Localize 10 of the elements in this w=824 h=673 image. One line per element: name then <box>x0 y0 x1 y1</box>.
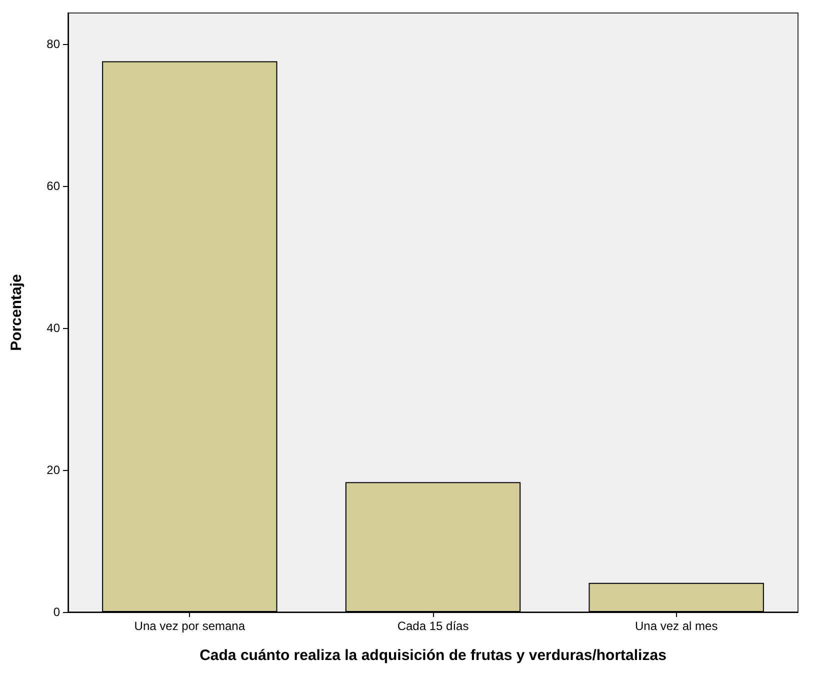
y-tick-label: 60 <box>46 179 60 194</box>
x-tick-label: Una vez por semana <box>134 619 246 633</box>
y-tick-label: 80 <box>46 37 60 52</box>
y-tick-label: 40 <box>46 321 60 336</box>
y-tick-label: 20 <box>46 463 60 478</box>
y-axis-title: Porcentaje <box>8 274 25 351</box>
y-tick-label: 0 <box>53 605 60 619</box>
x-tick-label: Cada 15 días <box>397 619 469 633</box>
x-axis-title: Cada cuánto realiza la adquisición de frutas y verduras/hortalizas <box>200 647 666 664</box>
x-tick-label: Una vez al mes <box>634 619 718 633</box>
